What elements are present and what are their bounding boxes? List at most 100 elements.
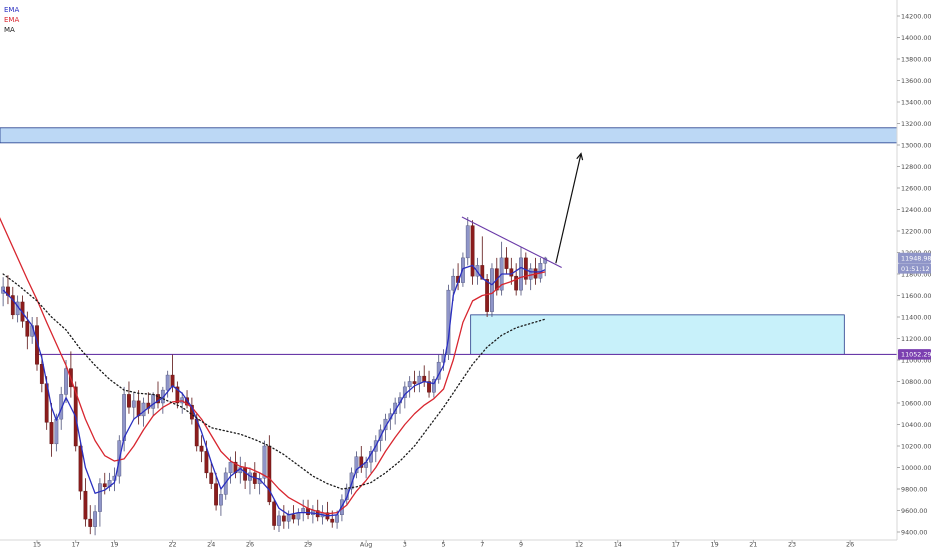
candle-up <box>93 511 97 527</box>
y-tick-label: 9600.00 <box>901 507 927 515</box>
countdown-label[interactable]: 01:51:12 <box>901 265 930 273</box>
x-tick-label: 26 <box>846 541 854 549</box>
y-tick-label: 10000.00 <box>901 464 932 472</box>
ma-line[interactable] <box>2 273 546 490</box>
candle-up <box>141 402 146 417</box>
y-tick-label: 12800.00 <box>901 163 932 171</box>
candle-down <box>39 364 44 384</box>
candle-up <box>1 286 6 294</box>
candle-up <box>228 461 233 474</box>
x-tick-label: 17 <box>672 541 680 549</box>
x-axis[interactable]: 15 17 19 22 24 26 29 Aug 3 5 7 9 12 14 17 19 21 23 26 <box>0 539 897 549</box>
candle-down <box>199 445 204 452</box>
y-tick-label: 9400.00 <box>901 528 927 536</box>
support-zone[interactable] <box>470 314 845 355</box>
drawings <box>461 152 584 269</box>
candle-down <box>49 422 54 445</box>
candle-up <box>131 400 136 408</box>
candle-down <box>272 501 277 526</box>
candle-down <box>83 490 88 520</box>
candle-up <box>465 225 470 259</box>
candle-up <box>262 445 267 479</box>
x-tick-label: 24 <box>207 541 215 549</box>
candle-up <box>59 394 64 420</box>
candle-up <box>277 515 281 526</box>
x-tick-label: 29 <box>304 541 312 549</box>
candle-up <box>354 456 359 474</box>
support-price-label[interactable]: 11052.29 <box>901 351 932 359</box>
candle-down <box>427 381 431 393</box>
y-tick-label: 9800.00 <box>901 485 927 493</box>
candle-up <box>219 494 223 506</box>
y-tick-label: 12200.00 <box>901 227 932 235</box>
ema-slow-line[interactable] <box>0 215 546 515</box>
candle-down <box>485 279 490 312</box>
y-tick-label: 11800.00 <box>901 270 932 278</box>
y-tick-label: 10200.00 <box>901 442 932 450</box>
y-tick-label: 11000.00 <box>901 356 932 364</box>
x-tick-label: 15 <box>33 541 41 549</box>
current-price-label[interactable]: 11948.98 <box>901 254 932 262</box>
x-tick-label: 17 <box>72 541 80 549</box>
candle-up <box>490 268 494 312</box>
x-tick-label: 14 <box>614 541 622 549</box>
candle-down <box>504 257 509 269</box>
candle-up <box>519 257 523 291</box>
y-tick-label: 13600.00 <box>901 77 932 85</box>
y-tick-label: 14200.00 <box>901 12 932 20</box>
y-tick-label: 10400.00 <box>901 421 932 429</box>
candle-down <box>214 483 218 506</box>
candle-up <box>151 394 156 409</box>
candle-up <box>407 381 412 388</box>
indicator-label-ma[interactable]: MA <box>4 26 15 34</box>
x-tick-label: 19 <box>711 541 719 549</box>
indicator-label-ema-slow[interactable]: EMA <box>4 16 19 24</box>
candle-down <box>422 375 427 382</box>
x-tick-label: 9 <box>519 541 523 549</box>
candle-down <box>127 394 131 408</box>
candle-up <box>98 483 102 512</box>
candle-down <box>480 265 485 280</box>
countdown-label-bg <box>898 263 931 274</box>
candle-down <box>509 268 514 277</box>
y-axis[interactable]: 9400.00 9600.00 9800.00 10000.00 10200.00 104… <box>896 0 932 540</box>
candle-down <box>209 472 214 484</box>
x-tick-label: 3 <box>403 541 407 549</box>
candle-down <box>514 275 519 291</box>
resistance-zone[interactable] <box>0 127 898 144</box>
indicator-label-ema-fast[interactable]: EMA <box>4 6 19 14</box>
x-tick-label: 22 <box>168 541 176 549</box>
x-tick-label: 19 <box>110 541 118 549</box>
candle-up <box>431 379 436 393</box>
candle-down <box>204 451 209 474</box>
y-tick-label: 13000.00 <box>901 141 932 149</box>
y-tick-label: 10800.00 <box>901 378 932 386</box>
support-price-label-bg <box>898 349 931 360</box>
candle-down <box>156 394 160 404</box>
candle-up <box>286 514 291 522</box>
x-tick-label: 7 <box>480 541 484 549</box>
indicator-lines <box>0 215 546 517</box>
forecast-arrow[interactable] <box>555 153 582 264</box>
trendline[interactable] <box>461 216 562 269</box>
ema-fast-line[interactable] <box>2 264 546 517</box>
candle-up <box>528 268 533 280</box>
candle-up <box>122 394 127 441</box>
y-tick-label: 11600.00 <box>901 292 932 300</box>
indicator-legend: EMA EMA MA <box>4 6 19 34</box>
candle-up <box>296 512 301 520</box>
current-price-label-bg <box>898 252 931 264</box>
y-tick-label: 12600.00 <box>901 184 932 192</box>
x-tick-label: Aug <box>360 541 372 549</box>
candle-up <box>349 472 354 490</box>
candle-down <box>412 381 417 384</box>
y-tick-label: 12400.00 <box>901 206 932 214</box>
forecast-arrow-head <box>576 152 584 161</box>
y-tick-label: 11400.00 <box>901 313 932 321</box>
y-tick-label: 14000.00 <box>901 34 932 42</box>
y-tick-label: 10600.00 <box>901 399 932 407</box>
y-tick-label: 11200.00 <box>901 335 932 343</box>
candle-down <box>78 445 83 492</box>
